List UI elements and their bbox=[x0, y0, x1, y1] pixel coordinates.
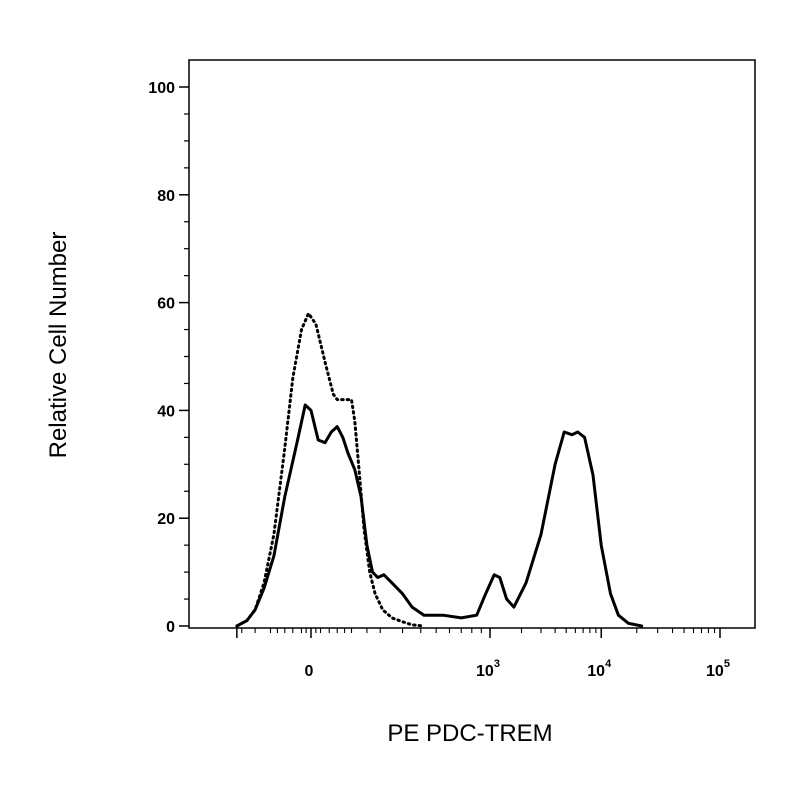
y-tick-label: 80 bbox=[157, 188, 175, 205]
dotted-histogram-line bbox=[235, 311, 426, 628]
x-tick-label: 105 bbox=[706, 658, 730, 680]
y-tick-label: 20 bbox=[157, 511, 175, 528]
y-axis-title: Relative Cell Number bbox=[45, 232, 72, 459]
y-tick-label: 60 bbox=[157, 296, 175, 313]
y-tick-label: 40 bbox=[157, 403, 175, 420]
solid-histogram-line bbox=[235, 403, 644, 628]
plot-frame bbox=[188, 59, 756, 629]
x-tick-label: 103 bbox=[476, 658, 500, 680]
y-tick-label: 0 bbox=[166, 619, 175, 636]
series-layer bbox=[235, 311, 644, 628]
x-tick-label: 104 bbox=[587, 658, 612, 680]
x-tick-label: 0 bbox=[305, 663, 314, 680]
x-axis: 0 103 104 105 bbox=[236, 628, 730, 680]
x-axis-title: PE PDC-TREM bbox=[387, 720, 552, 747]
y-axis: 0 20 40 60 80 100 bbox=[148, 80, 189, 636]
y-tick-label: 100 bbox=[148, 80, 175, 97]
